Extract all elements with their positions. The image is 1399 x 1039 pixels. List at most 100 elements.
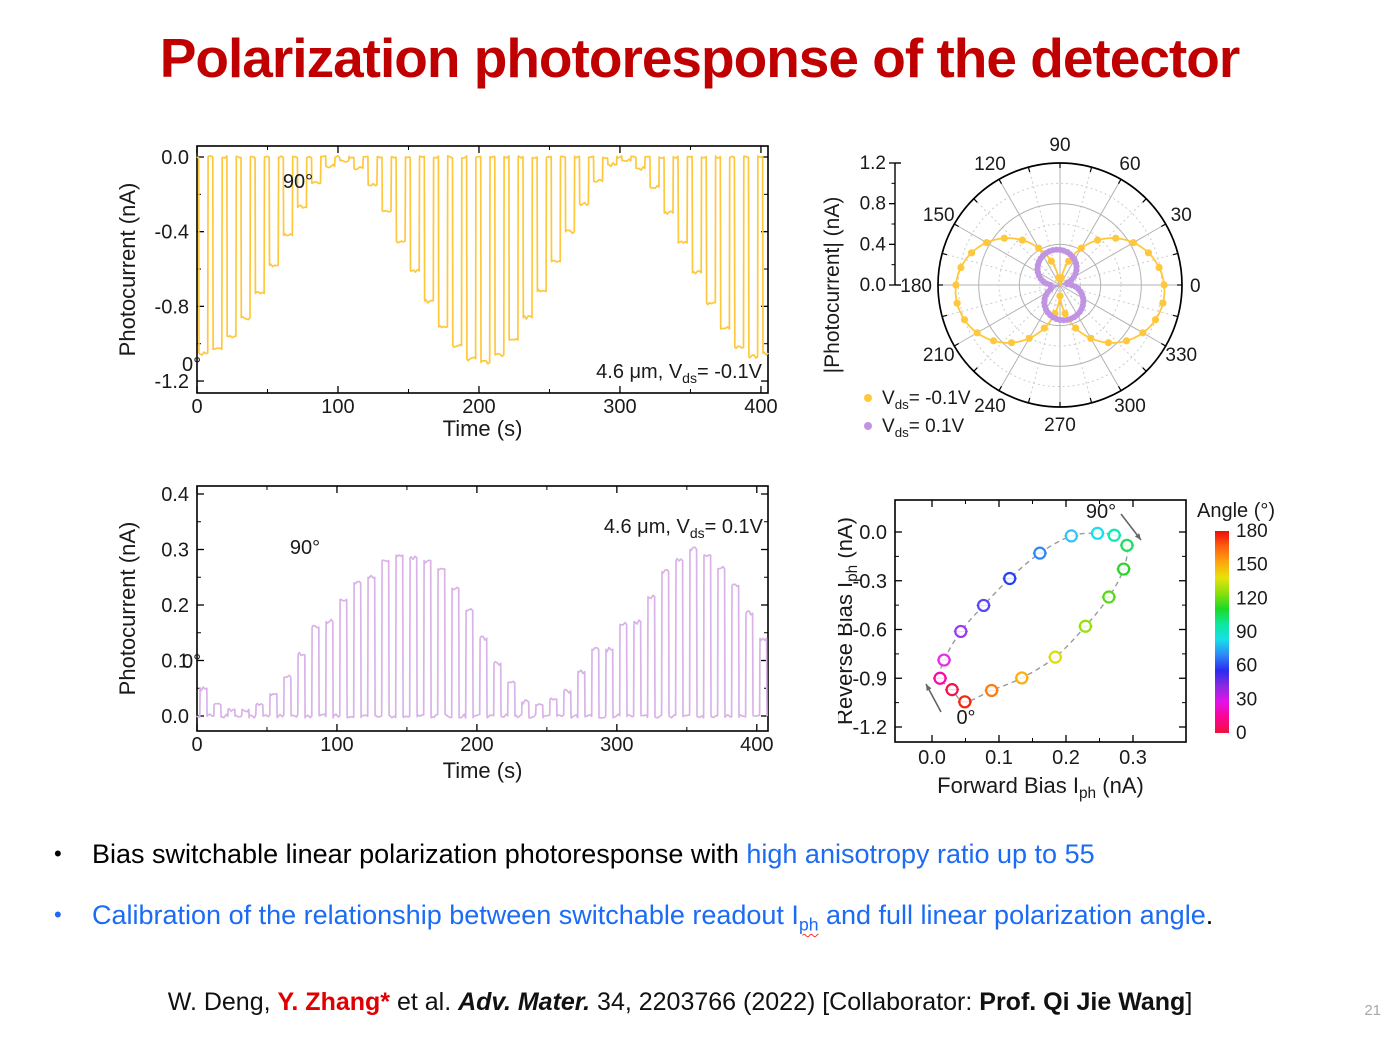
colorbar-tick-label: 0 <box>1236 723 1247 744</box>
polar-series-marker <box>1056 292 1064 300</box>
data-point <box>945 683 959 697</box>
x-tick-label: 200 <box>460 734 493 756</box>
data-point <box>958 695 972 709</box>
x-tick-label: 0 <box>191 734 202 756</box>
annotation-90deg: 90° <box>283 171 313 193</box>
colorbar-tick-label: 120 <box>1236 588 1268 609</box>
data-point <box>933 671 947 685</box>
y-tick-label: -0.3 <box>853 571 887 593</box>
data-point <box>1033 546 1047 560</box>
axes: 0 100 200 300 400 0.0 0.1 0.2 0.3 0.4 <box>161 484 773 756</box>
pulse-trace <box>196 155 769 365</box>
annotation-90deg: 90° <box>290 537 320 559</box>
polar-series-marker <box>957 263 965 272</box>
bullet-1: • Bias switchable linear polarization ph… <box>46 838 1366 872</box>
polar-series-marker <box>1087 334 1095 342</box>
x-tick-label: 300 <box>603 396 636 418</box>
polar-series-marker <box>1122 337 1131 345</box>
data-point <box>1102 590 1116 604</box>
colorbar-tick-label: 30 <box>1236 689 1257 710</box>
polar-series-marker <box>1129 239 1137 247</box>
bullet-1-text-blue: high anisotropy ratio up to 55 <box>746 839 1095 869</box>
theta-label: 330 <box>1165 345 1197 366</box>
data-point <box>1107 528 1121 542</box>
polar-series-marker <box>1025 334 1033 342</box>
y-tick-label: -1.2 <box>853 717 887 739</box>
y-tick-label: -0.8 <box>155 296 189 318</box>
bias-ellipse-scatter-chart: 0.0 0.1 0.2 0.3 0.0 -0.3 -0.6 -0.9 -1.2 Forward B… <box>832 478 1399 818</box>
citation: W. Deng, Y. Zhang* et al. Adv. Mater. 34… <box>0 988 1360 1017</box>
citation-authors: W. Deng, <box>167 988 278 1016</box>
x-tick-label: 400 <box>744 396 777 418</box>
annotation-0deg: 0° <box>182 354 201 376</box>
x-axis-title: Forward Bias Iph (nA) <box>937 773 1144 802</box>
theta-label: 210 <box>923 345 955 366</box>
theta-label: 180 <box>900 276 932 297</box>
x-tick-label: 200 <box>462 396 495 418</box>
legend-label: Vds= -0.1V <box>882 388 971 412</box>
y-tick-label: 0.0 <box>161 147 189 169</box>
polar-series-marker <box>953 299 961 307</box>
r-tick-label: 0.4 <box>860 234 887 255</box>
citation-etal: et al. <box>390 988 459 1016</box>
theta-label: 60 <box>1119 154 1140 175</box>
bullet-2-subscript: ph <box>798 914 819 935</box>
bullet-list: • Bias switchable linear polarization ph… <box>46 838 1366 963</box>
y-tick-label: -0.6 <box>853 620 887 642</box>
y-tick-label: -1.2 <box>155 371 189 393</box>
y-tick-label: 0.2 <box>161 595 189 617</box>
x-tick-label: 0.2 <box>1052 747 1080 769</box>
annotation-0deg: 0° <box>182 651 201 673</box>
ellipse-fit-curve <box>938 532 1129 703</box>
annotation-condition: 4.6 μm, Vds= 0.1V <box>604 516 764 541</box>
colorbar-tick-label: 90 <box>1236 622 1257 643</box>
polar-legend: Vds= -0.1V Vds= 0.1V <box>864 388 971 440</box>
x-axis-title: Time (s) <box>443 758 523 783</box>
citation-highlight-author: Y. Zhang* <box>277 988 391 1016</box>
x-tick-label: 300 <box>600 734 633 756</box>
data-point <box>937 653 951 667</box>
bullet-2-marker: • <box>54 901 62 927</box>
polar-series-marker <box>1047 257 1055 265</box>
polar-series-marker <box>1007 339 1016 347</box>
annotation-90deg: 90° <box>1086 501 1116 523</box>
polar-series-marker <box>1144 249 1153 257</box>
bullet-2: • Calibration of the relationship betwee… <box>46 899 1366 936</box>
polar-series-marker <box>1035 244 1043 252</box>
colorbar-tick-label: 180 <box>1236 521 1268 542</box>
r-tick-label: 1.2 <box>860 153 886 174</box>
radial-scale: 0.0 0.4 0.8 1.2 <box>860 153 901 296</box>
theta-label: 90 <box>1049 135 1070 156</box>
polar-series-marker <box>1077 244 1085 252</box>
polar-series-marker <box>960 316 969 324</box>
y-axis-title: Photocurrent (nA) <box>118 522 140 696</box>
theta-label: 120 <box>974 154 1006 175</box>
bullet-2-period: . <box>1205 899 1214 930</box>
polar-series-marker <box>1151 316 1160 324</box>
y-tick-label: 0.4 <box>161 484 189 506</box>
polar-series-marker <box>1072 324 1080 332</box>
data-point <box>1090 526 1105 540</box>
x-axis-title: Time (s) <box>443 416 523 441</box>
data-point <box>1120 538 1134 552</box>
polar-series-marker <box>1159 299 1167 307</box>
theta-label: 30 <box>1171 205 1192 226</box>
polar-series-marker <box>1072 283 1079 290</box>
polar-series-marker <box>1104 339 1113 347</box>
polar-series-marker <box>973 329 981 337</box>
polar-series-marker <box>1061 309 1069 318</box>
y-axis-title: Photocurrent (nA) <box>118 183 140 357</box>
data-point <box>976 598 991 613</box>
polar-series-marker <box>1160 281 1168 289</box>
x-tick-label: 0 <box>191 396 202 418</box>
y-tick-label: 0.0 <box>161 706 189 728</box>
citation-collaborator: Prof. Qi Jie Wang <box>979 988 1186 1016</box>
axes: 0 100 200 300 400 0.0 -0.4 -0.8 -1.2 <box>155 145 778 418</box>
theta-label: 270 <box>1044 415 1076 436</box>
bullet-1-marker: • <box>54 841 62 866</box>
polar-series-marker <box>967 249 976 257</box>
r-tick-label: 0.0 <box>860 275 886 296</box>
x-tick-label: 400 <box>740 734 773 756</box>
annotation-condition: 4.6 μm, Vds= -0.1V <box>596 361 762 386</box>
polar-series-line <box>954 237 1166 344</box>
